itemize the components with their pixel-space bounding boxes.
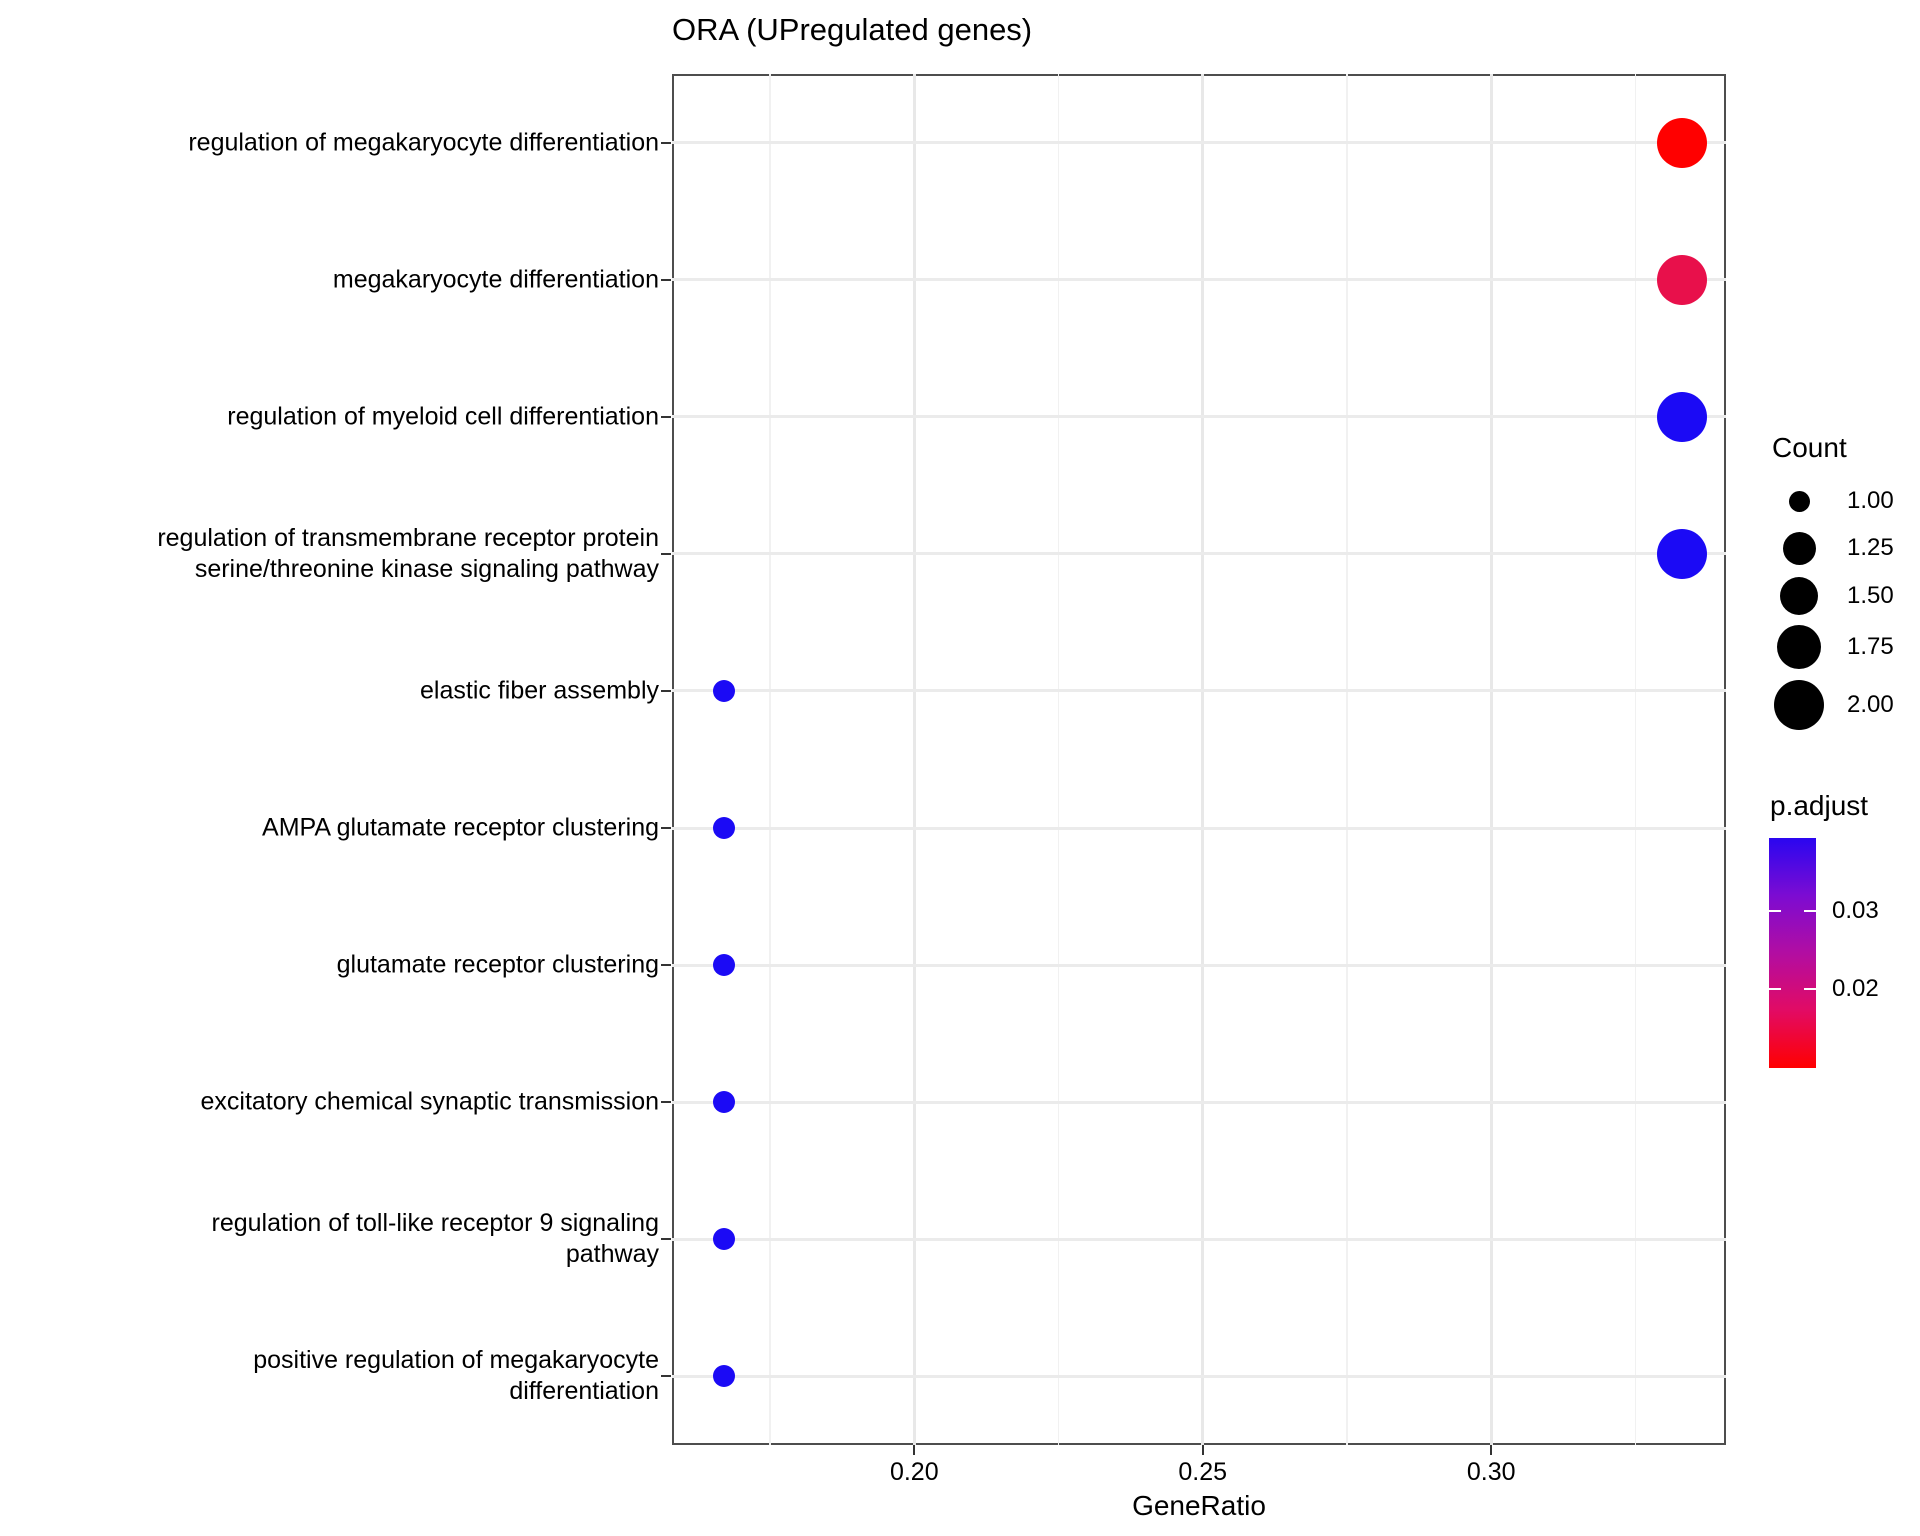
y-axis-category-label: positive regulation of megakaryocyte dif… xyxy=(253,1346,659,1406)
major-gridline xyxy=(672,552,1726,556)
major-gridline xyxy=(672,1100,1726,1104)
count-legend-circle xyxy=(1782,531,1816,565)
count-legend-label: 1.25 xyxy=(1847,534,1894,561)
x-axis-tick-label: 0.30 xyxy=(1466,1458,1516,1486)
data-point xyxy=(1656,254,1707,305)
padjust-bar-tick xyxy=(1769,910,1781,913)
y-axis-category-label: elastic fiber assembly xyxy=(420,676,659,705)
y-axis-tick xyxy=(661,1101,671,1104)
data-point xyxy=(1656,391,1707,442)
y-axis-category-label: regulation of megakaryocyte differentiat… xyxy=(188,128,659,157)
y-axis-tick xyxy=(661,827,671,830)
x-axis-tick-label: 0.20 xyxy=(889,1458,939,1486)
data-point xyxy=(712,1228,735,1251)
major-gridline xyxy=(1201,74,1205,1445)
count-legend-circle xyxy=(1788,490,1810,512)
y-axis-category-label: megakaryocyte differentiation xyxy=(332,265,659,294)
major-gridline xyxy=(672,141,1726,145)
major-gridline xyxy=(672,1374,1726,1378)
count-legend-label: 2.00 xyxy=(1847,691,1894,718)
plot-panel xyxy=(672,74,1726,1445)
data-point xyxy=(1656,528,1707,579)
x-axis-tick xyxy=(1201,1445,1204,1455)
y-axis-category-label: regulation of toll-like receptor 9 signa… xyxy=(211,1209,659,1269)
major-gridline xyxy=(672,963,1726,967)
y-axis-tick xyxy=(661,552,671,555)
minor-gridline xyxy=(1346,74,1348,1445)
plot-title: ORA (UPregulated genes) xyxy=(672,12,1033,47)
y-axis-tick xyxy=(661,689,671,692)
major-gridline xyxy=(672,415,1726,419)
major-gridline xyxy=(672,1237,1726,1241)
x-axis-tick xyxy=(1490,1445,1493,1455)
data-point xyxy=(712,817,735,840)
major-gridline xyxy=(672,826,1726,830)
count-legend-title: Count xyxy=(1772,432,1847,463)
y-axis-category-label: glutamate receptor clustering xyxy=(336,950,659,979)
x-axis-title: GeneRatio xyxy=(1132,1490,1266,1521)
y-axis-tick xyxy=(661,278,671,281)
y-axis-tick xyxy=(661,964,671,967)
padjust-bar-tick xyxy=(1769,988,1781,991)
y-axis-category-label: excitatory chemical synaptic transmissio… xyxy=(200,1087,660,1116)
padjust-gradient-bar xyxy=(1769,838,1816,1068)
y-axis-category-label: regulation of myeloid cell differentiati… xyxy=(227,402,659,431)
count-legend-label: 1.50 xyxy=(1847,582,1894,609)
minor-gridline xyxy=(1634,74,1637,1445)
data-point xyxy=(712,679,735,702)
y-axis-tick xyxy=(661,1375,671,1378)
major-gridline xyxy=(672,278,1726,282)
x-axis-tick-label: 0.25 xyxy=(1178,1458,1228,1486)
y-axis-tick xyxy=(661,141,671,144)
minor-gridline xyxy=(769,74,771,1445)
major-gridline xyxy=(1489,74,1493,1445)
minor-gridline xyxy=(1057,74,1060,1445)
data-point xyxy=(712,954,735,977)
y-axis-category-label: regulation of transmembrane receptor pro… xyxy=(157,523,659,583)
padjust-bar-tick xyxy=(1804,988,1816,991)
data-point xyxy=(712,1091,735,1114)
count-legend-circle xyxy=(1774,680,1824,730)
count-legend-label: 1.75 xyxy=(1847,633,1894,660)
major-gridline xyxy=(912,74,916,1445)
y-axis-tick xyxy=(661,415,671,418)
major-gridline xyxy=(672,689,1726,693)
padjust-legend-label: 0.02 xyxy=(1832,975,1879,1003)
data-point xyxy=(712,1365,735,1388)
y-axis-tick xyxy=(661,1238,671,1241)
padjust-bar-tick xyxy=(1804,910,1816,913)
padjust-legend-title: p.adjust xyxy=(1770,790,1869,821)
x-axis-tick xyxy=(913,1445,916,1455)
y-axis-category-label: AMPA glutamate receptor clustering xyxy=(262,813,659,842)
count-legend-circle xyxy=(1777,625,1821,669)
count-legend-circle xyxy=(1780,577,1818,615)
data-point xyxy=(1656,117,1707,168)
padjust-legend-label: 0.03 xyxy=(1832,897,1879,925)
count-legend-label: 1.00 xyxy=(1847,487,1894,514)
